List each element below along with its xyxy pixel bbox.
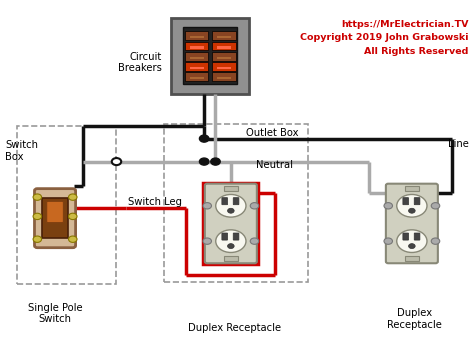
Bar [190, 67, 204, 69]
Circle shape [228, 244, 234, 248]
FancyBboxPatch shape [233, 233, 239, 240]
Bar [185, 42, 209, 50]
Bar [212, 42, 236, 50]
Circle shape [203, 238, 211, 244]
Bar [405, 186, 419, 191]
Bar [212, 72, 236, 81]
Bar [185, 52, 209, 61]
Text: Duplex
Receptacle: Duplex Receptacle [387, 308, 442, 330]
Text: Line: Line [448, 139, 469, 149]
Bar [217, 36, 231, 38]
Circle shape [33, 236, 42, 242]
Bar [42, 198, 68, 239]
Bar [224, 186, 238, 191]
Bar [190, 47, 204, 49]
Bar [185, 62, 209, 71]
Bar [217, 57, 231, 59]
FancyBboxPatch shape [205, 184, 257, 263]
FancyBboxPatch shape [403, 198, 409, 205]
Circle shape [228, 208, 234, 213]
Bar [164, 125, 308, 282]
Circle shape [397, 195, 427, 217]
Circle shape [250, 238, 259, 244]
Bar [212, 32, 236, 40]
Bar [182, 27, 237, 84]
Text: Neutral: Neutral [256, 160, 293, 170]
Circle shape [112, 158, 121, 165]
FancyBboxPatch shape [414, 233, 420, 240]
FancyBboxPatch shape [222, 233, 228, 240]
Bar [190, 77, 204, 79]
Circle shape [216, 195, 246, 217]
Bar [190, 57, 204, 59]
Circle shape [203, 203, 211, 209]
Circle shape [431, 238, 440, 244]
Bar [212, 52, 236, 61]
FancyBboxPatch shape [35, 189, 76, 248]
Bar [17, 126, 117, 284]
Bar [224, 256, 238, 261]
Bar [203, 182, 258, 264]
Text: Outlet Box: Outlet Box [246, 128, 299, 138]
Circle shape [250, 203, 259, 209]
Text: Single Pole
Switch: Single Pole Switch [28, 303, 82, 324]
Bar [185, 32, 209, 40]
Circle shape [33, 213, 42, 220]
Circle shape [211, 158, 220, 165]
Circle shape [69, 194, 77, 200]
Circle shape [397, 230, 427, 252]
Text: Switch
Box: Switch Box [5, 140, 38, 162]
Circle shape [384, 203, 392, 209]
Text: Switch Leg: Switch Leg [128, 197, 182, 207]
Circle shape [200, 135, 209, 142]
FancyBboxPatch shape [233, 198, 239, 205]
FancyBboxPatch shape [222, 198, 228, 205]
Circle shape [33, 194, 42, 200]
Circle shape [384, 238, 392, 244]
Text: https://MrElectrician.TV
Copyright 2019 John Grabowski
All Rights Reserved: https://MrElectrician.TV Copyright 2019 … [300, 20, 469, 55]
Circle shape [409, 244, 415, 248]
Circle shape [431, 203, 440, 209]
Circle shape [216, 230, 246, 252]
Bar [212, 62, 236, 71]
Circle shape [200, 158, 209, 165]
FancyBboxPatch shape [386, 184, 438, 263]
Circle shape [69, 236, 77, 242]
Circle shape [69, 213, 77, 220]
Bar [217, 67, 231, 69]
Bar [217, 77, 231, 79]
FancyBboxPatch shape [403, 233, 409, 240]
Text: Circuit
Breakers: Circuit Breakers [118, 52, 161, 73]
Bar [185, 72, 209, 81]
FancyBboxPatch shape [46, 201, 64, 223]
FancyBboxPatch shape [414, 198, 420, 205]
Bar [171, 18, 249, 94]
Bar [217, 47, 231, 49]
Circle shape [409, 208, 415, 213]
Text: Duplex Receptacle: Duplex Receptacle [188, 323, 281, 333]
Bar [405, 256, 419, 261]
Bar [190, 36, 204, 38]
